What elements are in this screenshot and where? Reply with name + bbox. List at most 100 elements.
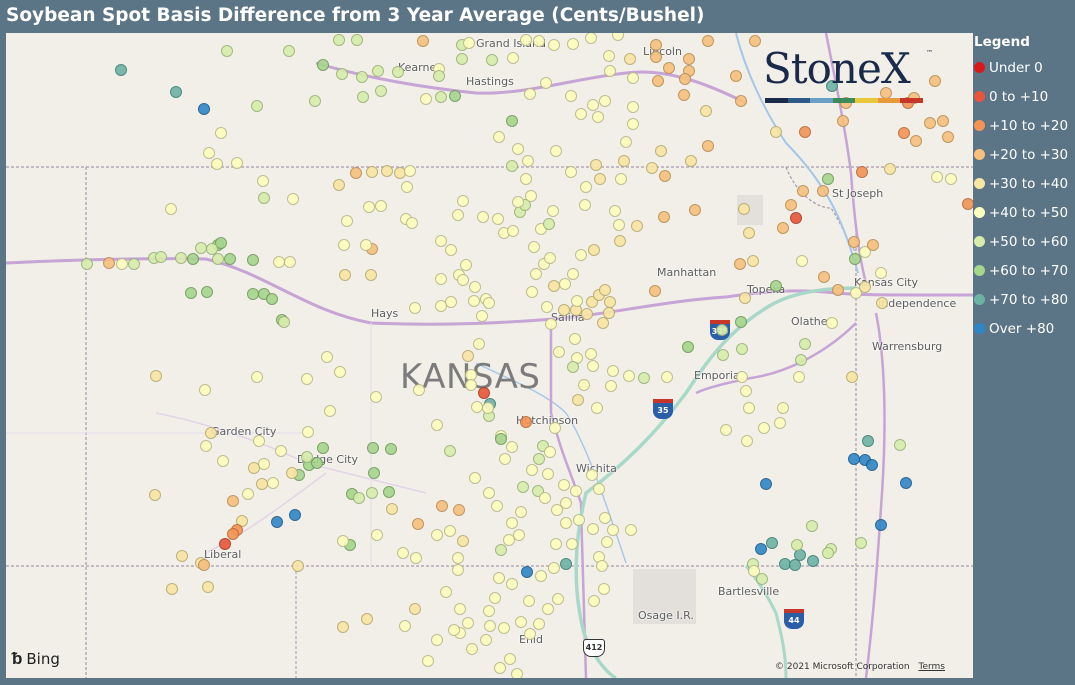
basis-point[interactable] [212,253,224,265]
basis-point[interactable] [566,538,578,550]
basis-point[interactable] [334,366,346,378]
basis-point[interactable] [590,159,602,171]
basis-point[interactable] [435,273,447,285]
basis-point[interactable] [521,566,533,578]
basis-point[interactable] [420,93,432,105]
basis-point[interactable] [544,252,556,264]
basis-point[interactable] [448,624,460,636]
basis-point[interactable] [565,90,577,102]
basis-point[interactable] [702,35,714,47]
basis-point[interactable] [620,136,632,148]
basis-point[interactable] [646,162,658,174]
basis-point[interactable] [406,217,418,229]
basis-point[interactable] [548,562,560,574]
basis-point[interactable] [567,268,579,280]
basis-point[interactable] [520,173,532,185]
basis-point[interactable] [770,126,782,138]
basis-point[interactable] [549,422,561,434]
basis-point[interactable] [599,284,611,296]
basis-point[interactable] [700,105,712,117]
basis-point[interactable] [605,380,617,392]
basis-point[interactable] [777,222,789,234]
basis-point[interactable] [200,440,212,452]
basis-point[interactable] [175,252,187,264]
basis-point[interactable] [302,426,314,438]
basis-point[interactable] [739,292,751,304]
basis-point[interactable] [607,365,619,377]
basis-point[interactable] [607,524,619,536]
basis-point[interactable] [465,379,477,391]
basis-point[interactable] [573,514,585,526]
basis-point[interactable] [541,301,553,313]
basis-point[interactable] [267,477,279,489]
basis-point[interactable] [515,506,527,518]
basis-point[interactable] [469,472,481,484]
basis-point[interactable] [512,143,524,155]
basis-point[interactable] [567,361,579,373]
basis-point[interactable] [506,578,518,590]
basis-point[interactable] [876,297,888,309]
basis-point[interactable] [215,237,227,249]
basis-point[interactable] [553,346,565,358]
basis-point[interactable] [614,235,626,247]
basis-point[interactable] [596,560,608,572]
basis-point[interactable] [569,333,581,345]
basis-point[interactable] [289,509,301,521]
basis-point[interactable] [855,537,867,549]
basis-point[interactable] [661,371,673,383]
basis-point[interactable] [317,59,329,71]
basis-point[interactable] [846,371,858,383]
basis-point[interactable] [417,35,429,47]
basis-point[interactable] [627,118,639,130]
basis-point[interactable] [506,517,518,529]
basis-point[interactable] [550,538,562,550]
legend-item[interactable]: Over +80 [974,314,1075,343]
basis-point[interactable] [533,618,545,630]
basis-point[interactable] [257,175,269,187]
basis-point[interactable] [679,73,691,85]
basis-point[interactable] [702,140,714,152]
basis-point[interactable] [570,485,582,497]
basis-point[interactable] [678,89,690,101]
basis-point[interactable] [284,256,296,268]
basis-point[interactable] [227,528,239,540]
basis-point[interactable] [749,35,761,47]
basis-point[interactable] [166,583,178,595]
basis-point[interactable] [755,543,767,555]
basis-point[interactable] [392,66,404,78]
basis-point[interactable] [770,280,782,292]
basis-point[interactable] [155,251,167,263]
basis-point[interactable] [593,483,605,495]
basis-point[interactable] [258,192,270,204]
basis-point[interactable] [484,620,496,632]
basis-point[interactable] [103,257,115,269]
basis-point[interactable] [149,489,161,501]
basis-point[interactable] [431,634,443,646]
basis-point[interactable] [663,62,675,74]
basis-point[interactable] [586,469,598,481]
basis-point[interactable] [333,179,345,191]
basis-point[interactable] [409,302,421,314]
basis-point[interactable] [580,181,592,193]
basis-point[interactable] [452,209,464,221]
basis-point[interactable] [385,443,397,455]
basis-point[interactable] [283,45,295,57]
basis-point[interactable] [720,424,732,436]
basis-point[interactable] [575,108,587,120]
basis-point[interactable] [338,239,350,251]
basis-point[interactable] [495,544,507,556]
basis-point[interactable] [251,371,263,383]
basis-point[interactable] [539,492,551,504]
basis-point[interactable] [368,467,380,479]
basis-point[interactable] [542,603,554,615]
basis-point[interactable] [587,99,599,111]
basis-point[interactable] [491,500,503,512]
basis-point[interactable] [523,595,535,607]
basis-point[interactable] [292,560,304,572]
basis-point[interactable] [796,255,808,267]
basis-point[interactable] [717,349,729,361]
basis-point[interactable] [615,173,627,185]
basis-point[interactable] [598,583,610,595]
basis-point[interactable] [386,503,398,515]
basis-point[interactable] [799,126,811,138]
